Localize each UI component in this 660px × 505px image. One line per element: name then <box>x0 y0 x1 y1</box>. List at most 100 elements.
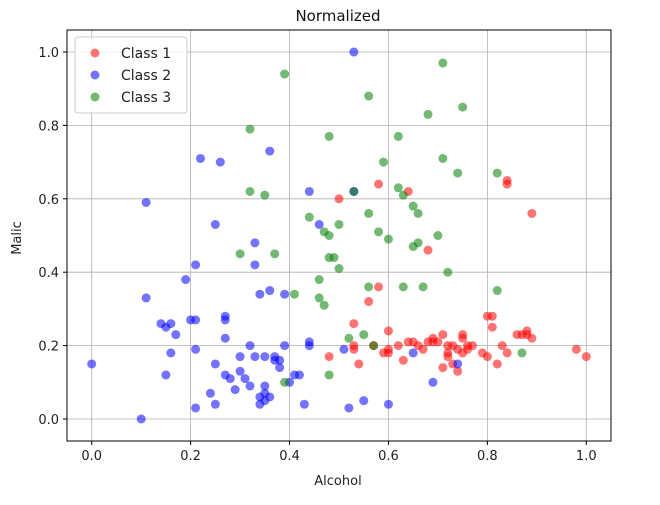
data-point <box>428 337 438 347</box>
data-point <box>349 319 359 329</box>
data-point <box>453 168 463 178</box>
data-point <box>334 194 344 204</box>
data-point <box>443 352 453 362</box>
data-point <box>339 344 349 354</box>
legend-marker <box>90 48 100 58</box>
data-point <box>334 264 344 274</box>
x-tick-label: 1.0 <box>576 449 597 464</box>
data-point <box>314 219 324 229</box>
data-point <box>275 363 285 373</box>
data-point <box>280 289 290 299</box>
data-point <box>235 249 245 259</box>
data-point <box>492 168 502 178</box>
data-point <box>210 219 220 229</box>
data-point <box>408 201 418 211</box>
data-point <box>364 208 374 218</box>
y-tick-label: 0.8 <box>38 119 59 134</box>
data-point <box>245 186 255 196</box>
data-point <box>329 253 339 263</box>
data-point <box>260 352 270 362</box>
data-point <box>581 352 591 362</box>
data-point <box>87 359 97 369</box>
data-point <box>260 190 270 200</box>
data-point <box>166 348 176 358</box>
data-point <box>196 153 206 163</box>
series-2 <box>87 47 463 424</box>
data-point <box>393 341 403 351</box>
y-axis-label: Malic <box>10 221 25 255</box>
data-point <box>438 363 448 373</box>
data-point <box>324 370 334 380</box>
series-3 <box>235 58 527 387</box>
data-point <box>354 359 364 369</box>
data-point <box>502 348 512 358</box>
data-point <box>265 392 275 402</box>
y-tick-label: 0.4 <box>38 266 59 281</box>
data-point <box>210 399 220 409</box>
data-point <box>314 275 324 285</box>
data-point <box>280 377 290 387</box>
data-point <box>383 399 393 409</box>
data-point <box>438 58 448 68</box>
data-point <box>304 341 314 351</box>
data-points <box>87 47 591 424</box>
legend-label: Class 1 <box>121 46 171 62</box>
data-point <box>289 370 299 380</box>
data-point <box>418 344 428 354</box>
data-point <box>369 341 379 351</box>
data-point <box>344 403 354 413</box>
data-point <box>383 348 393 358</box>
legend-box <box>74 36 188 114</box>
data-point <box>141 293 151 303</box>
data-point <box>265 146 275 156</box>
data-point <box>349 186 359 196</box>
data-point <box>458 102 468 112</box>
data-point <box>245 124 255 134</box>
legend-label: Class 2 <box>121 68 171 84</box>
data-point <box>502 179 512 189</box>
data-point <box>398 355 408 365</box>
data-point <box>136 414 146 424</box>
data-point <box>463 341 473 351</box>
data-point <box>280 69 290 79</box>
data-point <box>289 289 299 299</box>
data-point <box>527 208 537 218</box>
x-tick-label: 0.4 <box>279 449 300 464</box>
data-point <box>393 131 403 141</box>
data-point <box>191 260 201 270</box>
data-point <box>344 333 354 343</box>
data-point <box>235 366 245 376</box>
data-point <box>433 231 443 240</box>
data-point <box>280 341 290 351</box>
data-point <box>458 333 468 343</box>
data-point <box>428 377 438 387</box>
data-point <box>314 293 324 303</box>
data-point <box>225 374 235 384</box>
data-point <box>215 157 225 167</box>
data-point <box>408 348 418 358</box>
data-point <box>393 183 403 193</box>
data-point <box>245 341 255 351</box>
data-point <box>374 179 384 189</box>
data-point <box>245 381 255 391</box>
data-point <box>438 330 448 340</box>
x-axis-label: Alcohol <box>314 474 361 489</box>
data-point <box>408 242 418 252</box>
data-point <box>334 219 344 229</box>
data-point <box>359 396 369 406</box>
data-point <box>324 131 334 141</box>
y-tick-label: 1.0 <box>38 46 59 61</box>
data-point <box>171 330 181 340</box>
y-tick-label: 0.0 <box>38 413 59 428</box>
data-point <box>255 289 265 299</box>
data-point <box>383 234 393 244</box>
data-point <box>438 153 448 163</box>
data-point <box>220 333 230 343</box>
data-point <box>250 238 260 248</box>
data-point <box>349 344 359 354</box>
data-point <box>453 359 463 369</box>
data-point <box>497 341 507 351</box>
data-point <box>210 359 220 369</box>
legend-label: Class 3 <box>121 90 171 106</box>
data-point <box>304 212 314 222</box>
